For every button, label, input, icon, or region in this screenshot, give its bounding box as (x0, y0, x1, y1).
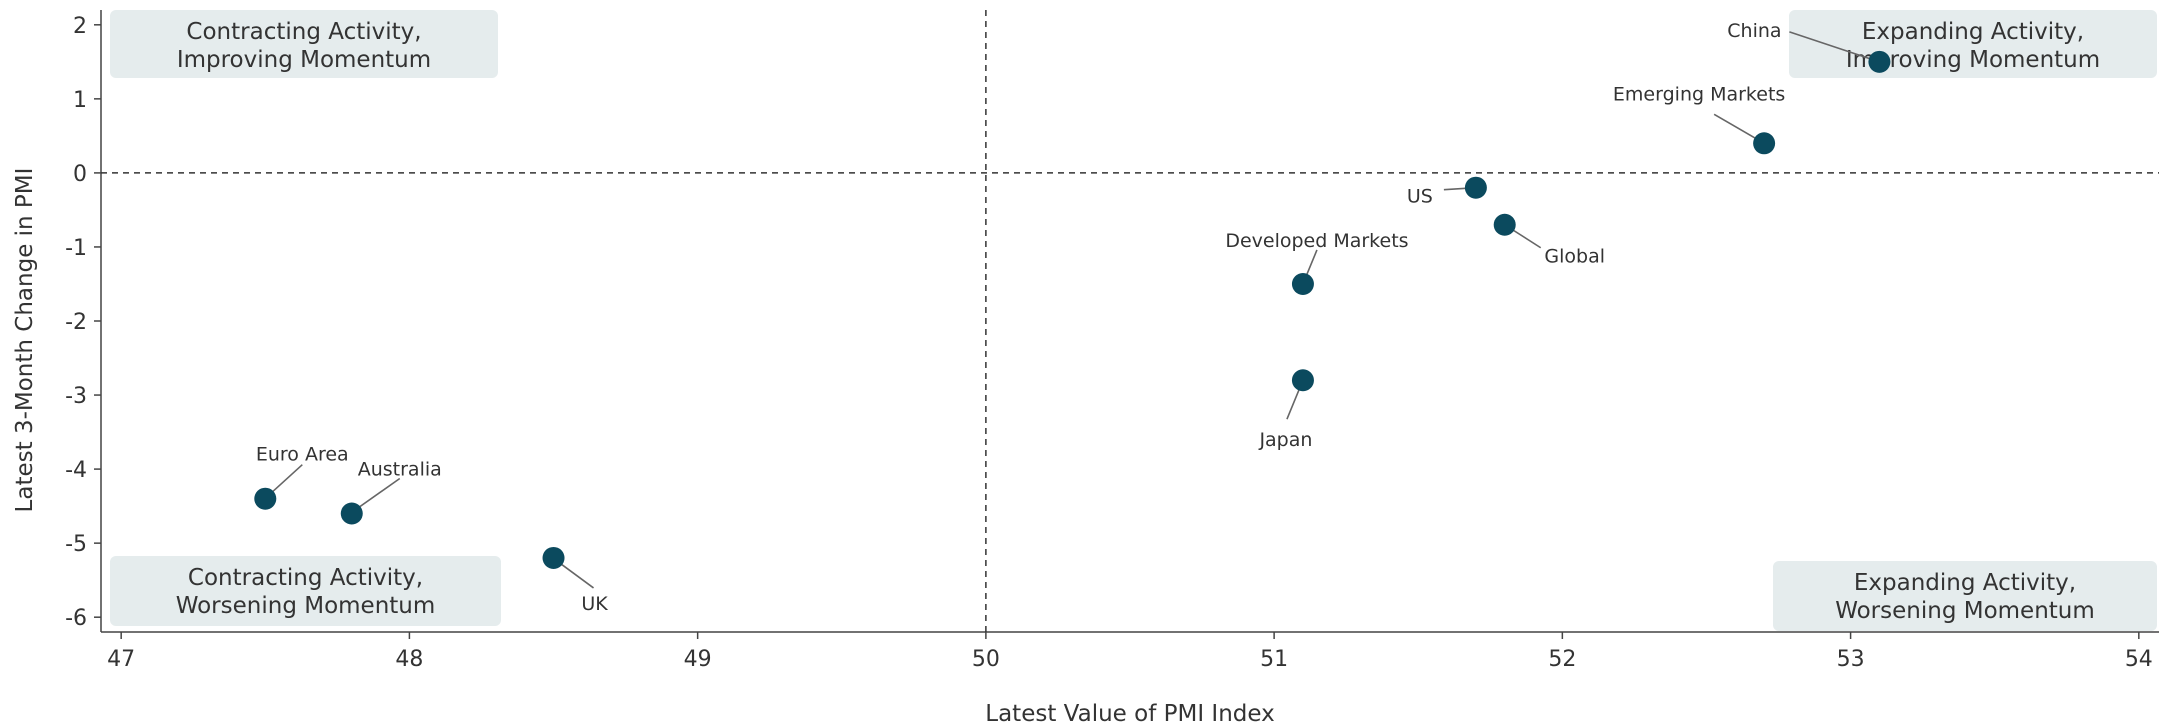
point-label-developed-markets: Developed Markets (1225, 230, 1408, 252)
point-label-australia: Australia (358, 459, 442, 481)
quadrant-label-bottom-right-line2: Worsening Momentum (1835, 598, 2095, 624)
data-point-australia (340, 502, 363, 525)
quadrant-boxes: Contracting Activity,Improving MomentumE… (110, 10, 2157, 631)
y-tick-label: -5 (65, 532, 87, 557)
y-tick-label: -2 (65, 310, 87, 335)
x-tick-label: 52 (1548, 647, 1576, 672)
y-tick-label: -4 (65, 458, 87, 483)
quadrant-label-top-left-line2: Improving Momentum (177, 47, 431, 73)
quadrant-label-bottom-left-line2: Worsening Momentum (176, 593, 436, 619)
y-tick-label: 2 (73, 14, 87, 39)
data-point-developed-markets (1291, 272, 1314, 295)
data-point-global (1493, 213, 1516, 236)
quadrant-box-top-left (110, 10, 498, 78)
quadrant-label-top-left-line1: Contracting Activity, (186, 19, 421, 45)
x-tick-label: 51 (1260, 647, 1288, 672)
quadrant-label-bottom-left-line1: Contracting Activity, (188, 565, 423, 591)
y-tick-label: 1 (73, 88, 87, 113)
data-point-japan (1291, 369, 1314, 392)
data-point-emerging-markets (1753, 132, 1776, 155)
leader-line-australia (355, 477, 401, 511)
point-label-emerging-markets: Emerging Markets (1613, 83, 1785, 105)
y-axis-title: Latest 3-Month Change in PMI (12, 168, 38, 513)
point-labels: China Emerging Markets US Global Developed M… (256, 20, 1785, 615)
y-tick-label: -1 (65, 236, 87, 261)
x-tick-label: 53 (1837, 647, 1865, 672)
quadrant-box-bottom-left (110, 556, 501, 626)
y-tick-label: 0 (73, 162, 87, 187)
point-label-uk: UK (581, 593, 608, 615)
x-tick-label: 48 (395, 647, 423, 672)
quadrant-box-bottom-right (1773, 561, 2157, 631)
quadrant-label-top-right-line1: Expanding Activity, (1862, 19, 2084, 45)
y-tick-label: -6 (65, 606, 87, 631)
point-label-us: US (1407, 186, 1433, 208)
point-label-japan: Japan (1258, 429, 1312, 451)
data-point-china (1868, 50, 1891, 73)
label-leader-lines (268, 31, 1880, 589)
reference-lines (101, 10, 2159, 632)
data-point-uk (542, 546, 565, 569)
x-axis-title: Latest Value of PMI Index (985, 701, 1274, 723)
point-label-china: China (1727, 20, 1781, 42)
point-label-euro-area: Euro Area (256, 444, 349, 466)
y-tick-label: -3 (65, 384, 87, 409)
leader-line-china (1789, 31, 1880, 63)
point-label-global: Global (1544, 246, 1605, 268)
data-point-us (1464, 176, 1487, 199)
x-tick-label: 49 (684, 647, 712, 672)
quadrant-label-bottom-right-line1: Expanding Activity, (1854, 570, 2076, 596)
x-tick-label: 54 (2125, 647, 2153, 672)
x-tick-label: 47 (107, 647, 135, 672)
data-point-euro-area (254, 487, 277, 510)
x-tick-label: 50 (972, 647, 1000, 672)
leader-line-euro-area (268, 464, 303, 496)
data-points (254, 50, 1891, 569)
axes: 47 48 49 50 51 52 53 54 2 1 0 -1 -2 -3 -4 -5 -6 (65, 10, 2159, 672)
